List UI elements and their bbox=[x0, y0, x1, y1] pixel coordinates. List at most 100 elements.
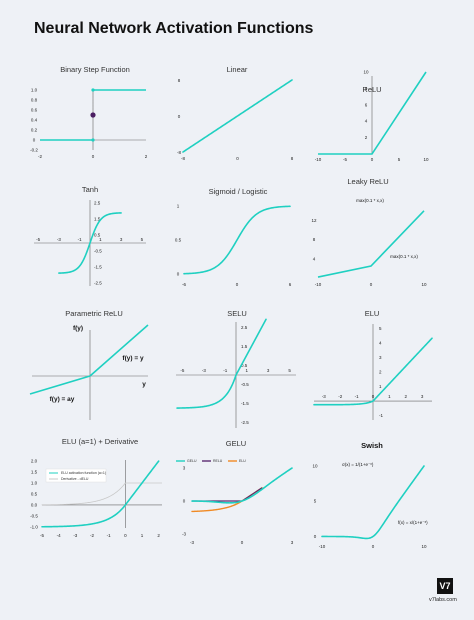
series-line bbox=[183, 205, 291, 275]
tick-label: 0 bbox=[241, 540, 244, 545]
tick-label: -1 bbox=[223, 368, 227, 373]
panel-title: Swish bbox=[361, 441, 383, 450]
tick-label: 3 bbox=[421, 394, 424, 399]
tick-label: -8 bbox=[181, 156, 185, 161]
tick-label: -0.2 bbox=[30, 148, 38, 153]
tick-label: 2.0 bbox=[31, 459, 38, 464]
tick-label: 5 bbox=[398, 157, 401, 162]
legend-label: RELU bbox=[213, 459, 223, 463]
tick-label: 0.5 bbox=[94, 233, 101, 238]
tick-label: 1.5 bbox=[241, 344, 248, 349]
tick-label: 8 bbox=[178, 78, 181, 83]
tick-label: 3 bbox=[120, 237, 123, 242]
panel-title: Tanh bbox=[82, 185, 98, 194]
tick-label: 5 bbox=[141, 237, 144, 242]
series-line bbox=[317, 210, 425, 278]
tick-label: 3 bbox=[379, 355, 382, 360]
tick-label: 0 bbox=[92, 154, 95, 159]
tick-label: -3 bbox=[202, 368, 206, 373]
tick-label: 12 bbox=[311, 218, 317, 223]
endpoint-marker bbox=[91, 88, 95, 92]
series-line bbox=[182, 79, 293, 153]
page-title: Neural Network Activation Functions bbox=[34, 20, 314, 37]
tick-label: -2.5 bbox=[241, 420, 249, 425]
panel-binary_step: Binary Step Function -2 0 2 1.0 0.8 0.6 0.4 0.2 0… bbox=[30, 65, 148, 159]
tick-label: 0.5 bbox=[31, 492, 38, 497]
tick-label: 8 bbox=[291, 156, 294, 161]
annotation: max(0.1 * x,x) bbox=[356, 198, 384, 203]
tick-label: -8 bbox=[177, 150, 181, 155]
tick-label: 5 bbox=[288, 368, 291, 373]
tick-label: -0.5 bbox=[94, 248, 102, 253]
tick-label: 0 bbox=[33, 138, 36, 143]
panel-selu: SELU -5 -3 -1 1 3 5 2.5 1.5 0.5 -0.5 -1.5 -2.5 bbox=[176, 309, 296, 428]
tick-label: -0.5 bbox=[30, 513, 38, 518]
tick-label: 10 bbox=[363, 70, 369, 75]
tick-label: -1.0 bbox=[30, 524, 38, 529]
tick-label: -1 bbox=[78, 237, 82, 242]
series-line bbox=[41, 460, 160, 528]
series-line bbox=[29, 375, 91, 395]
panel-sigmoid: Sigmoid / Logistic-6 0 610.50 bbox=[175, 187, 292, 287]
annotation: f(x) = x/(1+e⁻ˣ) bbox=[398, 520, 428, 525]
legend-label: ELU bbox=[239, 459, 246, 463]
panel-title: ELU bbox=[365, 309, 380, 318]
tick-label: 10 bbox=[423, 157, 429, 162]
tick-label: -3 bbox=[182, 532, 186, 537]
panel-parametric_relu: Parametric ReLU f(y) y f(y) = y f(y) = ay bbox=[29, 309, 149, 420]
series-line bbox=[176, 318, 267, 409]
panel-title: Sigmoid / Logistic bbox=[209, 187, 268, 196]
tick-label: -1 bbox=[379, 413, 383, 418]
panel-title: Parametric ReLU bbox=[65, 309, 123, 318]
legend-box bbox=[45, 468, 107, 483]
tick-label: 1 bbox=[388, 394, 391, 399]
tick-label: 3 bbox=[267, 368, 270, 373]
tick-label: 0.8 bbox=[31, 98, 38, 103]
series-line bbox=[321, 465, 425, 540]
tick-label: -3 bbox=[57, 237, 61, 242]
tick-label: 0 bbox=[236, 282, 239, 287]
midpoint-marker bbox=[90, 112, 96, 118]
panel-title: GELU bbox=[226, 439, 246, 448]
panel-title: SELU bbox=[227, 309, 247, 318]
axis-label: f(y) bbox=[73, 325, 83, 332]
tick-label: 0 bbox=[370, 282, 373, 287]
panel-title: Leaky ReLU bbox=[347, 177, 388, 186]
footer-website: v7labs.com bbox=[429, 597, 457, 603]
tick-label: 10 bbox=[312, 464, 318, 469]
tick-label: 1 bbox=[379, 384, 382, 389]
tick-label: 2 bbox=[379, 370, 382, 375]
tick-label: 0.5 bbox=[175, 238, 182, 243]
panel-elu_derivative: ELU (a=1) + Derivative -5 -4 -3 -2 -1 0 1 2 2.0 1.… bbox=[30, 437, 162, 538]
tick-label: 0 bbox=[183, 499, 186, 504]
series-line bbox=[191, 467, 293, 504]
panel-title: Linear bbox=[227, 65, 248, 74]
tick-label: -6 bbox=[182, 282, 186, 287]
legend-label: ELU activation function (a=1) bbox=[61, 471, 106, 475]
tick-label: 1.5 bbox=[31, 470, 38, 475]
panel-title: Binary Step Function bbox=[60, 65, 130, 74]
tick-label: 6 bbox=[289, 282, 292, 287]
tick-label: 10 bbox=[421, 544, 427, 549]
annotation: f(y) = y bbox=[122, 355, 144, 362]
tick-label: 2 bbox=[405, 394, 408, 399]
tick-label: 0 bbox=[372, 544, 375, 549]
tick-label: -1.5 bbox=[94, 264, 102, 269]
tick-label: 1.0 bbox=[31, 481, 38, 486]
series-line bbox=[192, 487, 263, 502]
tick-label: -2 bbox=[90, 533, 94, 538]
tick-label: -1 bbox=[107, 533, 111, 538]
tick-label: -3 bbox=[73, 533, 77, 538]
annotation: max(0.1 * x,x) bbox=[390, 254, 418, 259]
tick-label: 4 bbox=[379, 340, 382, 345]
tick-label: 0.0 bbox=[31, 502, 38, 507]
series-line bbox=[58, 212, 122, 274]
tick-label: 1.0 bbox=[31, 88, 38, 93]
tick-label: 0 bbox=[236, 156, 239, 161]
tick-label: 5 bbox=[379, 326, 382, 331]
axis-label: y bbox=[142, 381, 146, 388]
tick-label: 2 bbox=[145, 154, 148, 159]
tick-label: 0 bbox=[372, 394, 375, 399]
